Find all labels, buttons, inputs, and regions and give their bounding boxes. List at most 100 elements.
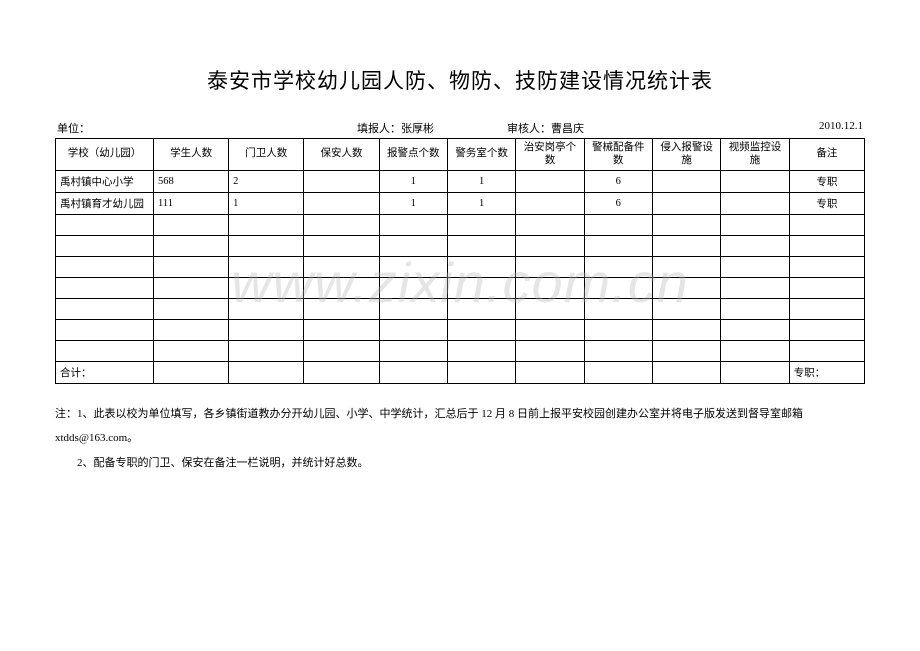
totals-cell: 合计：	[56, 362, 154, 384]
table-cell	[789, 341, 864, 362]
table-cell	[153, 257, 228, 278]
table-cell: 专职	[789, 193, 864, 215]
col-header: 警械配备件数	[584, 139, 652, 171]
table-cell	[56, 320, 154, 341]
table-cell	[584, 341, 652, 362]
table-cell	[447, 215, 515, 236]
table-cell	[516, 320, 584, 341]
table-cell	[229, 341, 304, 362]
totals-cell	[652, 362, 720, 384]
table-cell	[516, 193, 584, 215]
table-cell	[229, 215, 304, 236]
table-cell	[652, 299, 720, 320]
table-cell: 禹村镇中心小学	[56, 171, 154, 193]
table-cell	[584, 278, 652, 299]
table-row	[56, 236, 865, 257]
table-cell	[56, 299, 154, 320]
table-cell	[229, 257, 304, 278]
col-header: 侵入报警设施	[652, 139, 720, 171]
totals-cell	[153, 362, 228, 384]
table-cell: 6	[584, 193, 652, 215]
table-cell: 6	[584, 171, 652, 193]
table-cell: 1	[447, 193, 515, 215]
note-line-2: 2、配备专职的门卫、保安在备注一栏说明，并统计好总数。	[55, 451, 865, 475]
table-cell	[652, 236, 720, 257]
totals-cell	[304, 362, 379, 384]
table-cell	[379, 341, 447, 362]
table-cell	[56, 257, 154, 278]
page-title: 泰安市学校幼儿园人防、物防、技防建设情况统计表	[55, 65, 865, 95]
table-cell	[229, 236, 304, 257]
reporter-label: 填报人：	[357, 123, 401, 135]
reviewer-label: 审核人：	[507, 123, 551, 135]
table-cell	[652, 257, 720, 278]
table-cell: 1	[379, 193, 447, 215]
table-cell	[721, 299, 789, 320]
table-cell	[447, 257, 515, 278]
reporter-value: 张厚彬	[401, 123, 434, 135]
table-cell	[652, 341, 720, 362]
table-cell	[304, 278, 379, 299]
table-cell	[652, 215, 720, 236]
table-cell	[721, 257, 789, 278]
table-cell	[447, 278, 515, 299]
table-row	[56, 257, 865, 278]
table-cell	[304, 215, 379, 236]
table-cell	[379, 299, 447, 320]
table-cell	[789, 236, 864, 257]
col-header: 学生人数	[153, 139, 228, 171]
notes-section: 注：1、此表以校为单位填写，各乡镇街道教办分开幼儿园、小学、中学统计，汇总后于 …	[55, 402, 865, 475]
table-cell	[304, 257, 379, 278]
table-cell	[304, 193, 379, 215]
table-cell	[652, 171, 720, 193]
table-cell	[584, 215, 652, 236]
table-cell	[721, 171, 789, 193]
table-cell	[56, 236, 154, 257]
table-cell	[153, 299, 228, 320]
table-cell	[584, 236, 652, 257]
table-cell	[721, 320, 789, 341]
table-cell	[447, 320, 515, 341]
table-cell	[304, 299, 379, 320]
table-row: 禹村镇育才幼儿园1111116专职	[56, 193, 865, 215]
col-header: 门卫人数	[229, 139, 304, 171]
totals-cell	[721, 362, 789, 384]
table-cell	[153, 215, 228, 236]
table-cell	[789, 299, 864, 320]
col-header: 备注	[789, 139, 864, 171]
table-cell	[229, 299, 304, 320]
table-cell: 1	[229, 193, 304, 215]
table-cell	[789, 278, 864, 299]
reviewer-field: 审核人：曹昌庆	[507, 120, 707, 136]
table-cell	[379, 215, 447, 236]
table-cell	[584, 299, 652, 320]
note-line-1: 注：1、此表以校为单位填写，各乡镇街道教办分开幼儿园、小学、中学统计，汇总后于 …	[55, 402, 865, 450]
table-cell	[379, 236, 447, 257]
totals-cell	[447, 362, 515, 384]
totals-row: 合计：专职：	[56, 362, 865, 384]
col-header: 学校（幼儿园）	[56, 139, 154, 171]
table-cell	[721, 236, 789, 257]
col-header: 治安岗亭个数	[516, 139, 584, 171]
table-cell	[304, 171, 379, 193]
table-cell	[304, 236, 379, 257]
table-cell: 568	[153, 171, 228, 193]
col-header: 保安人数	[304, 139, 379, 171]
table-cell	[652, 320, 720, 341]
col-header: 警务室个数	[447, 139, 515, 171]
table-cell	[789, 215, 864, 236]
table-cell: 禹村镇育才幼儿园	[56, 193, 154, 215]
table-row: 禹村镇中心小学5682116专职	[56, 171, 865, 193]
table-cell	[153, 341, 228, 362]
table-cell	[516, 236, 584, 257]
table-cell	[516, 341, 584, 362]
totals-cell	[516, 362, 584, 384]
col-header: 报警点个数	[379, 139, 447, 171]
table-cell	[447, 299, 515, 320]
table-cell: 1	[379, 171, 447, 193]
table-cell	[229, 320, 304, 341]
table-cell	[721, 278, 789, 299]
table-row	[56, 278, 865, 299]
table-row	[56, 341, 865, 362]
table-cell	[153, 236, 228, 257]
